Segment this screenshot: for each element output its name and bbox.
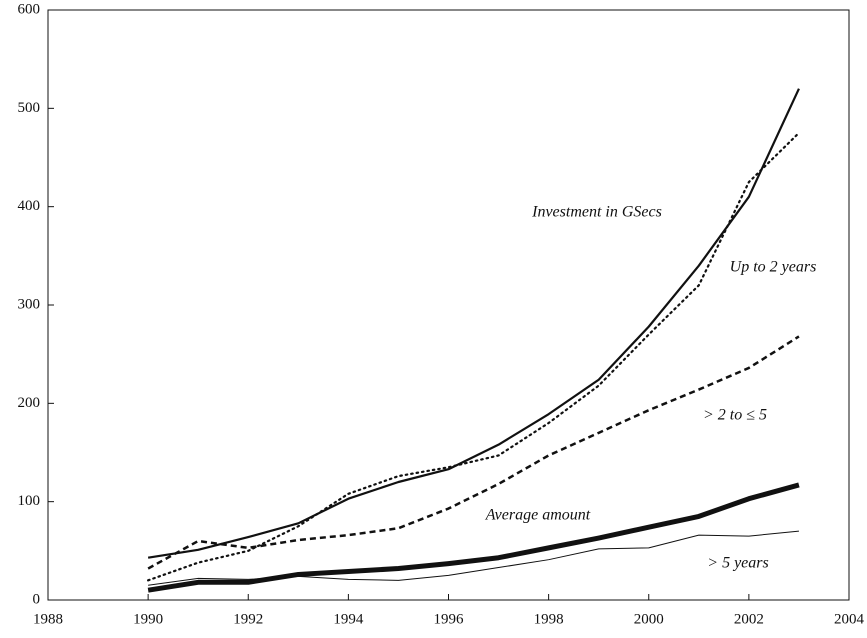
series-label: Average amount: [485, 507, 591, 524]
x-tick-label: 1996: [434, 611, 465, 627]
x-tick-label: 2002: [734, 611, 764, 627]
series-line: [147, 482, 800, 593]
series-label: > 5 years: [707, 555, 768, 572]
x-tick-label: 2000: [634, 611, 664, 627]
x-tick-label: 2004: [834, 611, 865, 627]
y-tick-label: 0: [33, 591, 41, 607]
series-label: > 2 to ≤ 5: [703, 407, 767, 424]
x-tick-label: 1992: [233, 611, 263, 627]
plot-frame: [47, 9, 850, 601]
series-line: [148, 530, 799, 586]
x-tick-label: 1988: [33, 611, 63, 627]
series-line: [147, 131, 801, 582]
y-tick-label: 100: [18, 493, 41, 509]
series-label: Investment in GSecs: [531, 204, 662, 221]
y-tick-label: 500: [18, 100, 41, 116]
y-tick-label: 600: [18, 1, 41, 17]
x-tick-label: 1990: [133, 611, 163, 627]
x-tick-label: 1994: [333, 611, 364, 627]
y-tick-label: 300: [18, 296, 41, 312]
series-line: [147, 335, 800, 570]
x-tick-label: 1998: [534, 611, 564, 627]
series-label: Up to 2 years: [730, 259, 817, 276]
y-tick-label: 200: [18, 395, 41, 411]
y-tick-label: 400: [18, 198, 41, 214]
series-line: [147, 88, 800, 559]
